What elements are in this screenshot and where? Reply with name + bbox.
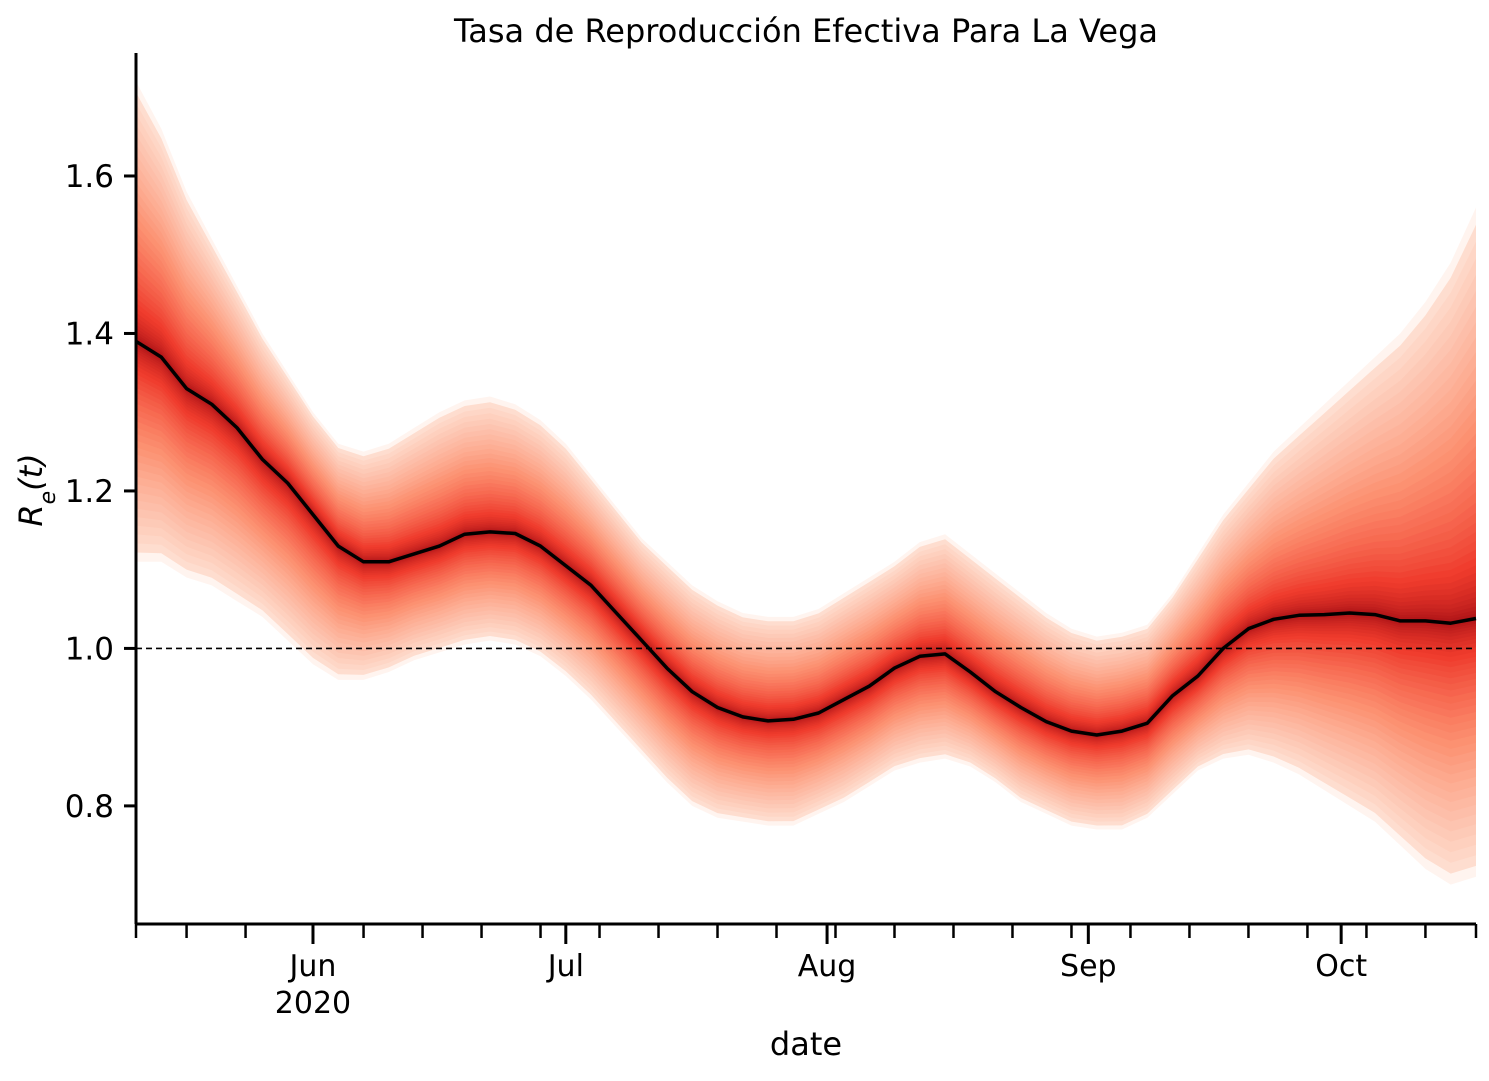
x-tick-label: Sep <box>1060 949 1117 984</box>
x-tick-label: Oct <box>1315 949 1367 984</box>
y-tick-label: 1.0 <box>65 631 114 667</box>
y-axis-label: Re(t) <box>12 453 61 526</box>
y-axis-ticks: 0.8 1.0 1.2 1.4 1.6 <box>65 159 136 825</box>
x-axis-label: date <box>770 1025 842 1063</box>
y-tick-label: 1.6 <box>65 159 114 195</box>
median-line <box>135 339 1477 737</box>
x-tick-label: Jun <box>288 949 337 984</box>
y-tick-label: 1.4 <box>65 316 114 352</box>
credible-band-14 <box>136 216 1476 781</box>
y-tick-label: 1.2 <box>65 474 114 510</box>
x-tick-year-label: 2020 <box>275 986 351 1021</box>
credible-interval-bands <box>136 81 1476 885</box>
credible-band-6 <box>136 144 1476 822</box>
chart-title: Tasa de Reproducción Efectiva Para La Ve… <box>453 12 1158 50</box>
y-tick-label: 0.8 <box>65 789 114 825</box>
x-tick-label: Jul <box>546 949 584 984</box>
x-tick-label: Aug <box>798 949 857 984</box>
